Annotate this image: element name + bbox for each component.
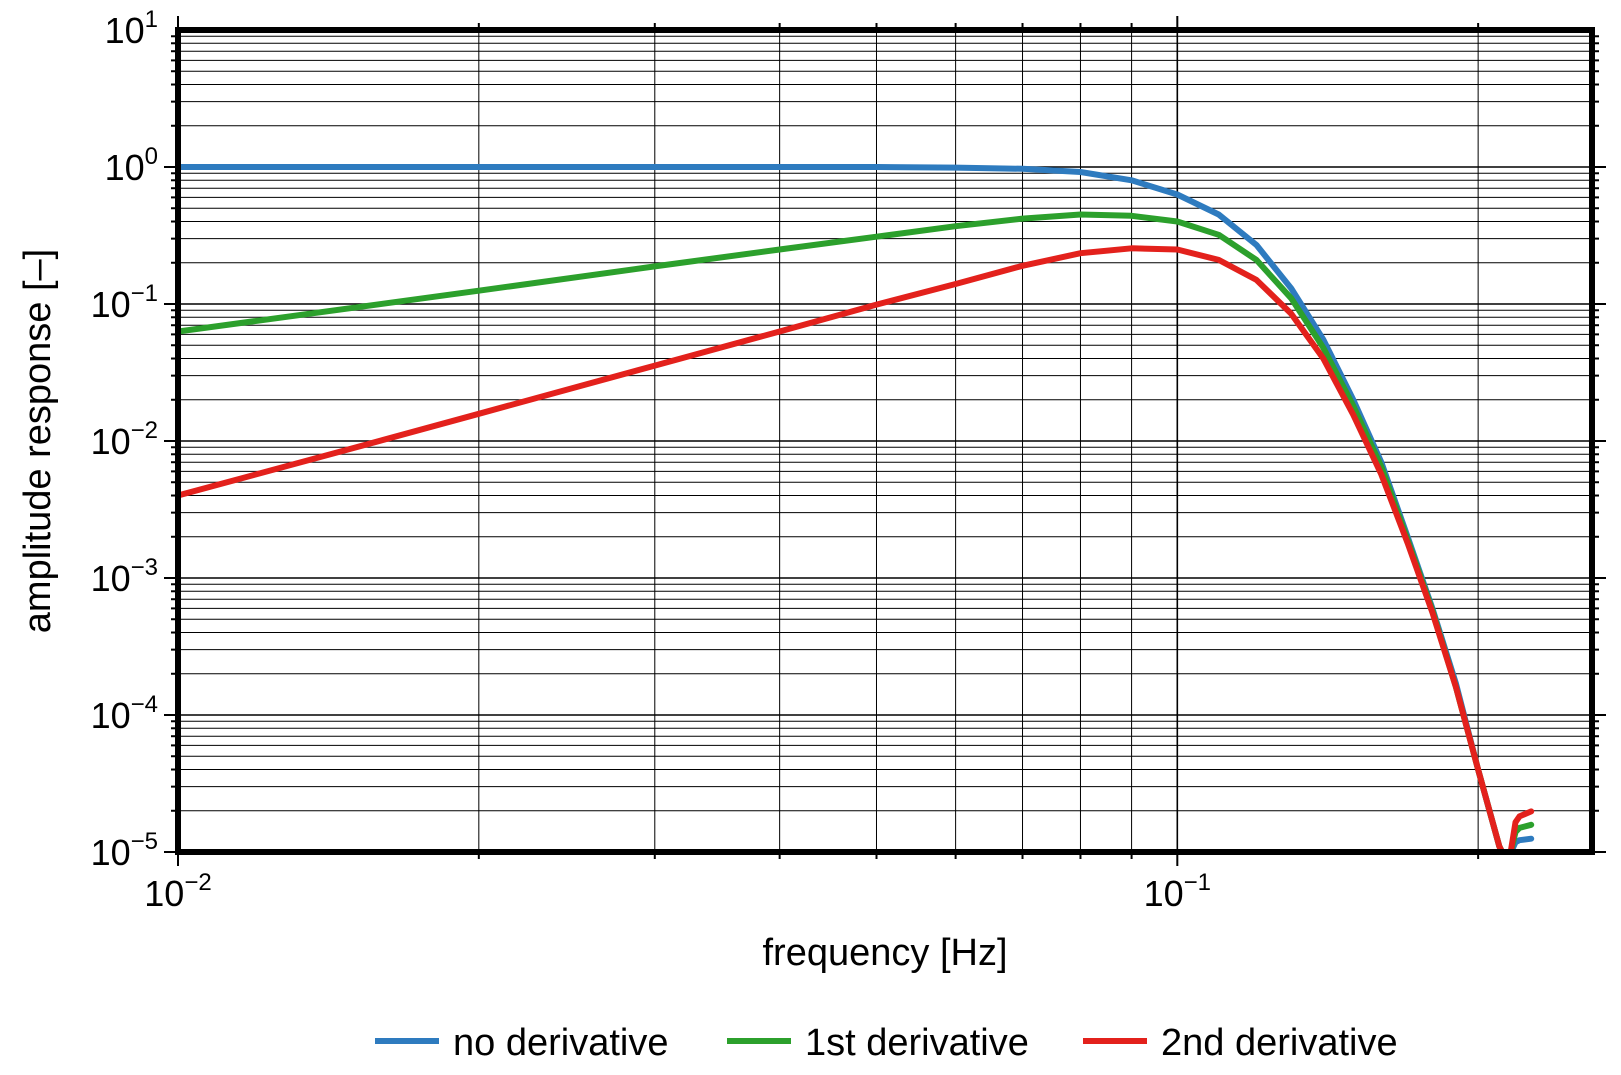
y-tick-label: 10−5 — [91, 828, 158, 873]
y-tick-label: 10−1 — [91, 280, 158, 325]
legend-label: 1st derivative — [805, 1022, 1029, 1064]
legend: no derivative 1st derivative 2nd derivativ… — [375, 1022, 1398, 1064]
y-axis-label: amplitude response [–] — [17, 249, 59, 633]
series-line-3 — [178, 245, 1535, 852]
legend-item: no derivative — [375, 1022, 668, 1064]
y-tick-label: 101 — [105, 6, 158, 51]
x-tick-label: 10−1 — [1144, 869, 1211, 914]
y-tick-label: 10−2 — [91, 417, 158, 462]
legend-item: 1st derivative — [727, 1022, 1029, 1064]
y-tick-label: 10−3 — [91, 554, 158, 599]
x-axis-label: frequency [Hz] — [763, 932, 1008, 974]
series-line-1 — [178, 164, 1535, 852]
y-tick-labels: 101 100 10−1 10−2 10−3 10−4 10−5 — [91, 6, 158, 873]
y-tick-label: 10−4 — [91, 691, 158, 736]
legend-item: 2nd derivative — [1083, 1022, 1398, 1064]
ticks — [164, 16, 1606, 866]
legend-label: 2nd derivative — [1161, 1022, 1398, 1064]
y-tick-label: 100 — [105, 143, 158, 188]
x-tick-labels: 10−2 10−1 — [144, 869, 1211, 914]
x-tick-label: 10−2 — [144, 869, 211, 914]
series-line-2 — [178, 211, 1535, 852]
series-group — [178, 164, 1535, 852]
legend-label: no derivative — [453, 1022, 668, 1064]
